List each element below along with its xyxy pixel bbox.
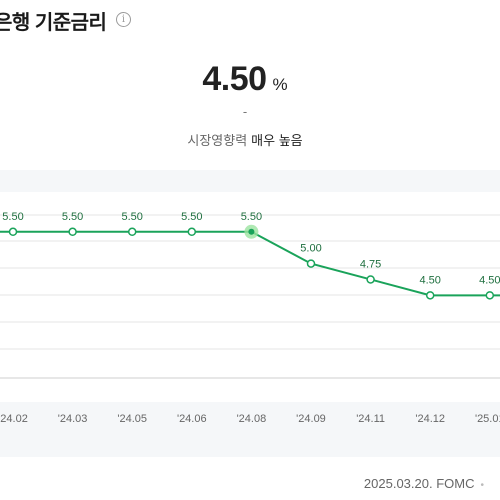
data-label-1: 5.50 bbox=[62, 211, 83, 223]
x-tick-label-8: '25.01 bbox=[475, 413, 500, 425]
data-point-8 bbox=[485, 291, 495, 300]
x-tick-label-6: '24.11 bbox=[356, 413, 385, 425]
data-label-2: 5.50 bbox=[121, 211, 142, 223]
data-label-5: 5.00 bbox=[300, 243, 321, 255]
impact-value: 매우 높음 bbox=[251, 133, 303, 148]
x-tick-label-0: '24.02 bbox=[0, 413, 28, 425]
footer-dot: • bbox=[480, 480, 484, 491]
rate-display: 4.50% bbox=[0, 60, 490, 99]
rate-unit: % bbox=[272, 75, 288, 94]
chart-top-band bbox=[0, 170, 500, 192]
footer: 2025.03.20. FOMC • bbox=[364, 476, 484, 491]
data-point-5 bbox=[306, 259, 316, 268]
market-impact: 시장영향력 매우 높음 bbox=[0, 130, 490, 149]
rate-change: - bbox=[242, 104, 248, 119]
data-label-0: 5.50 bbox=[2, 211, 23, 223]
x-tick-label-1: '24.03 bbox=[58, 413, 88, 425]
impact-label: 시장영향력 bbox=[187, 133, 248, 148]
info-icon[interactable]: i bbox=[116, 12, 131, 27]
x-tick-label-5: '24.09 bbox=[296, 413, 326, 425]
data-label-3: 5.50 bbox=[181, 211, 202, 223]
data-label-4: 5.50 bbox=[241, 211, 262, 223]
rate-value: 4.50 bbox=[202, 60, 267, 98]
data-point-1 bbox=[68, 227, 77, 237]
data-label-8: 4.50 bbox=[479, 274, 500, 286]
data-label-7: 4.50 bbox=[419, 274, 440, 286]
data-point-7 bbox=[425, 291, 435, 300]
data-point-0 bbox=[8, 227, 18, 237]
x-tick-label-4: '24.08 bbox=[237, 413, 267, 425]
x-tick-label-2: '24.05 bbox=[117, 413, 147, 425]
data-point-3 bbox=[187, 227, 197, 237]
data-point-2 bbox=[127, 227, 137, 237]
data-point-4 bbox=[248, 228, 255, 235]
data-label-6: 4.75 bbox=[360, 258, 381, 270]
footer-date: 2025.03.20. FOMC bbox=[363, 476, 475, 491]
data-point-6 bbox=[366, 275, 375, 284]
x-tick-label-7: '24.12 bbox=[415, 413, 445, 425]
x-tick-label-3: '24.06 bbox=[177, 413, 207, 425]
x-axis-band bbox=[0, 402, 500, 457]
page-title: 은행 기준금리 bbox=[0, 12, 107, 34]
